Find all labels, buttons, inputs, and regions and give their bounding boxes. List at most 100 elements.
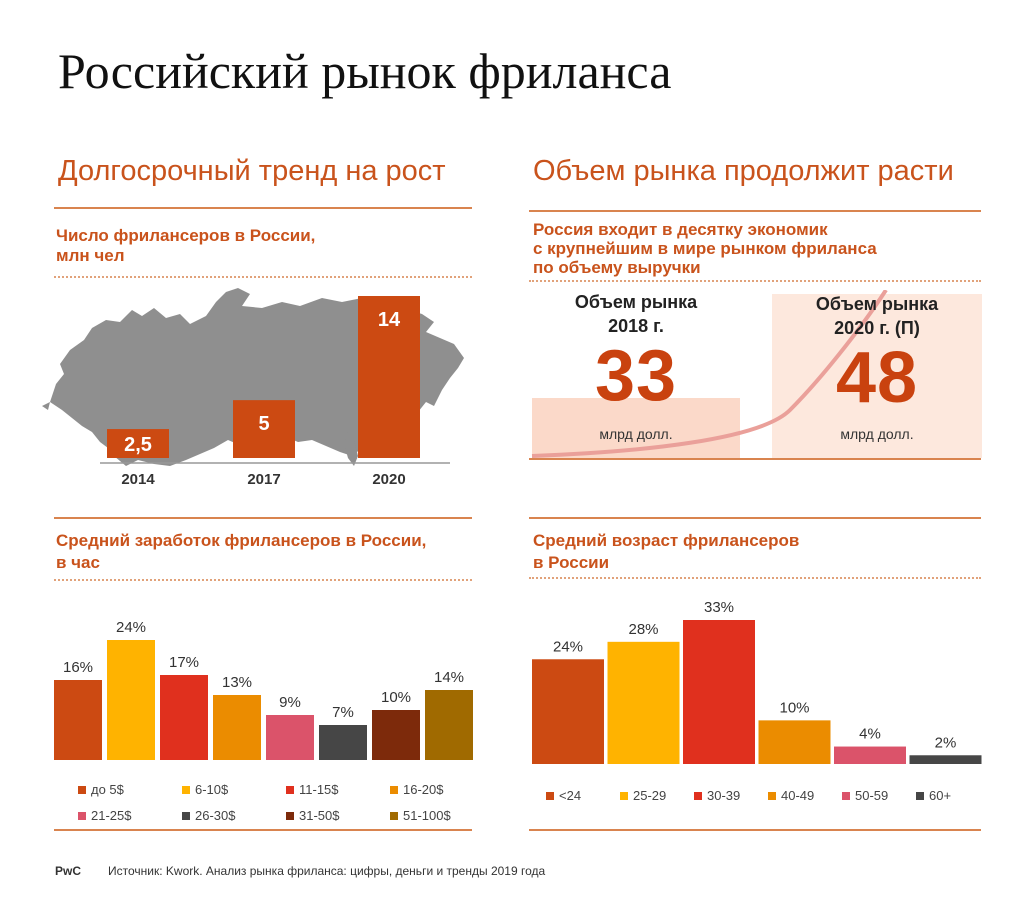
page-title: Российский рынок фриланса <box>58 43 672 99</box>
earnings-legend-item: до 5$ <box>78 782 124 797</box>
earnings-value-label: 24% <box>116 619 146 636</box>
earnings-title-line-2: в час <box>56 553 100 572</box>
pwc-logo: PwC <box>55 864 82 878</box>
legend-swatch-icon <box>546 791 554 800</box>
age-legend-item: 50-59 <box>842 788 888 803</box>
earnings-bar-4 <box>266 715 314 760</box>
earnings-value-label: 7% <box>332 704 354 721</box>
earnings-dotted-rule <box>54 579 472 581</box>
market-subtitle-line-1: Россия входит в десятку экономик <box>533 220 828 239</box>
age-value-label: 24% <box>553 638 583 655</box>
earnings-bar-2 <box>160 675 208 760</box>
age-top-rule <box>529 517 981 519</box>
legend-swatch-icon <box>768 791 776 800</box>
legend-label: 51-100$ <box>403 808 451 823</box>
legend-swatch-icon <box>78 785 86 794</box>
age-dotted-rule <box>529 577 981 579</box>
freelancers-title-line-1: Число фрилансеров в России, <box>56 226 316 245</box>
earnings-chart-title: Средний заработок фрилансеров в России, … <box>56 530 476 574</box>
earnings-bar-3 <box>213 695 261 760</box>
age-legend-item: 60+ <box>916 788 951 803</box>
earnings-chart: 16% 24% 17% 13% 9% 7% 10% 14% <box>54 619 473 760</box>
earnings-value-label: 14% <box>434 669 464 686</box>
freelancers-year-label: 2020 <box>372 471 405 488</box>
earnings-bottom-rule <box>54 829 472 831</box>
legend-label: 21-25$ <box>91 808 132 823</box>
earnings-legend-item: 21-25$ <box>78 808 131 823</box>
age-bottom-rule <box>529 829 981 831</box>
age-bar-2 <box>683 620 755 764</box>
growth-curve <box>531 290 888 458</box>
legend-swatch-icon <box>390 785 398 794</box>
market-2018-value: 33 <box>594 336 678 416</box>
legend-label: 60+ <box>929 788 952 803</box>
earnings-bar-7 <box>425 690 473 760</box>
freelancers-bar-2014 <box>107 429 169 458</box>
freelancers-bar-2017 <box>233 400 295 458</box>
age-legend-item: 25-29 <box>620 788 666 803</box>
earnings-bar-0 <box>54 680 102 760</box>
age-legend-item: 40-49 <box>768 788 814 803</box>
age-value-label: 2% <box>935 734 957 751</box>
legend-label: 26-30$ <box>195 808 236 823</box>
legend-label: 11-15$ <box>299 782 339 797</box>
legend-label: 6-10$ <box>195 782 229 797</box>
legend-label: 16-20$ <box>403 782 444 797</box>
legend-label: до 5$ <box>91 782 124 797</box>
left-top-rule <box>54 207 472 209</box>
age-chart-title: Средний возраст фрилансеров в России <box>533 530 983 574</box>
legend-swatch-icon <box>842 791 850 800</box>
earnings-value-label: 17% <box>169 654 199 671</box>
legend-swatch-icon <box>182 785 190 794</box>
freelancers-year-label: 2017 <box>247 471 280 488</box>
market-subtitle: Россия входит в десятку экономик с крупн… <box>533 220 983 277</box>
age-bar-5 <box>909 755 982 764</box>
earnings-legend-item: 6-10$ <box>182 782 228 797</box>
age-value-label: 10% <box>779 699 809 716</box>
age-bar-0 <box>532 659 604 764</box>
freelancers-chart-title: Число фрилансеров в России, млн чел <box>56 226 476 266</box>
earnings-bar-6 <box>372 710 420 760</box>
age-bar-1 <box>607 641 680 764</box>
legend-swatch-icon <box>694 791 702 800</box>
earnings-legend-item: 51-100$ <box>390 808 451 823</box>
earnings-bar-1 <box>107 640 155 760</box>
age-bar-4 <box>834 746 906 764</box>
age-title-line-2: в России <box>533 553 610 572</box>
earnings-legend-item: 26-30$ <box>182 808 235 823</box>
earnings-legend: до 5$ 6-10$ 11-15$ 16-20$ 21-25$ 26-30$ 31-50$… <box>78 782 478 832</box>
right-section-title: Объем рынка продолжит расти <box>533 155 954 187</box>
age-value-label: 28% <box>628 621 658 638</box>
market-2020-heading: Объем рынка 2020 г. (П) <box>815 294 939 338</box>
left-section-title: Долгосрочный тренд на рост <box>58 155 446 187</box>
earnings-value-label: 13% <box>222 674 252 691</box>
freelancers-chart: 2,5 2014 5 2017 14 2020 <box>42 288 464 488</box>
legend-label: 40-49 <box>781 788 815 803</box>
freelancers-year-label: 2014 <box>121 471 155 488</box>
legend-label: 25-29 <box>633 788 667 803</box>
earnings-top-rule <box>54 517 472 519</box>
age-value-label: 33% <box>704 599 734 616</box>
earnings-legend-item: 16-20$ <box>390 782 443 797</box>
market-2018-unit: млрд долл. <box>599 426 673 442</box>
age-legend-item: <24 <box>546 788 581 803</box>
footer-source: Источник: Kwork. Анализ рынка фриланса: … <box>108 864 546 878</box>
market-2018-heading: Объем рынка 2018 г. <box>574 292 698 336</box>
right-top-rule <box>529 210 981 212</box>
age-legend: <24 25-29 30-39 40-49 50-59 60+ <box>546 788 986 808</box>
freelancers-bar-2020 <box>358 296 420 458</box>
earnings-legend-item: 31-50$ <box>286 808 339 823</box>
legend-swatch-icon <box>390 811 398 820</box>
market-2020-value: 48 <box>835 338 919 418</box>
earnings-legend-item: 11-15$ <box>286 782 339 797</box>
legend-swatch-icon <box>286 785 294 794</box>
age-legend-item: 30-39 <box>694 788 740 803</box>
freelancers-value-label: 14 <box>378 309 401 331</box>
earnings-value-label: 16% <box>63 659 93 676</box>
freelancers-value-label: 2,5 <box>124 434 152 456</box>
earnings-title-line-1: Средний заработок фрилансеров в России, <box>56 531 427 550</box>
earnings-bar-5 <box>319 725 367 760</box>
market-dotted-rule <box>529 280 981 282</box>
legend-label: <24 <box>559 788 582 803</box>
legend-swatch-icon <box>182 811 190 820</box>
